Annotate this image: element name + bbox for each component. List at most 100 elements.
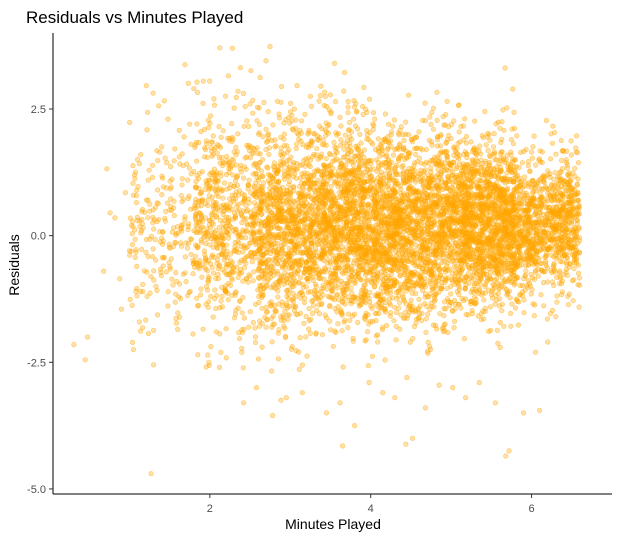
data-point [198, 292, 204, 298]
data-point [152, 236, 158, 243]
data-point [412, 251, 418, 257]
data-point [325, 279, 332, 286]
data-point [156, 216, 162, 223]
data-point [352, 123, 359, 129]
data-point [439, 176, 445, 182]
data-point [300, 249, 306, 255]
data-point [381, 296, 387, 302]
data-point [370, 177, 377, 183]
data-point [393, 164, 399, 170]
data-point [416, 296, 422, 303]
data-point [278, 206, 284, 212]
data-point [390, 152, 397, 158]
data-point [288, 212, 294, 218]
data-point [133, 288, 139, 295]
data-point [379, 262, 385, 268]
data-point [263, 147, 269, 153]
data-point [242, 103, 248, 110]
data-point [165, 289, 171, 295]
data-point [266, 151, 272, 157]
data-point [374, 168, 380, 174]
data-point [387, 266, 393, 272]
data-point [291, 199, 297, 205]
data-point [402, 315, 408, 321]
data-point [345, 110, 351, 116]
data-point [250, 278, 256, 284]
data-point [271, 160, 278, 166]
data-point [327, 92, 334, 98]
data-point [171, 158, 177, 164]
data-point [342, 247, 348, 253]
data-point [394, 295, 400, 302]
data-point [148, 274, 154, 280]
data-point [391, 277, 398, 283]
data-point [338, 142, 344, 148]
data-point [315, 177, 321, 183]
data-point [178, 193, 184, 199]
data-point [221, 180, 228, 186]
data-point [257, 246, 263, 252]
data-point [299, 118, 305, 124]
data-point [258, 267, 264, 274]
data-point [212, 287, 218, 293]
data-point [241, 175, 247, 181]
data-point [231, 315, 237, 321]
data-point [233, 94, 239, 100]
data-point [396, 132, 402, 138]
data-point [205, 117, 211, 123]
data-point [356, 259, 362, 265]
data-point [171, 225, 177, 231]
data-point [301, 180, 307, 186]
data-point [290, 298, 296, 305]
data-point [257, 323, 263, 329]
data-point [233, 162, 239, 168]
data-point [328, 261, 334, 267]
data-point [342, 132, 348, 138]
data-point [191, 206, 197, 212]
data-point [223, 223, 229, 229]
data-point [434, 117, 440, 123]
data-point [297, 127, 303, 133]
data-point [320, 137, 327, 143]
data-point [444, 185, 451, 191]
data-point [278, 236, 285, 242]
data-point [446, 132, 452, 138]
data-point [331, 139, 337, 145]
data-point [299, 200, 305, 206]
data-point [166, 241, 172, 247]
data-point [379, 326, 386, 333]
data-point [437, 273, 444, 279]
data-point [339, 328, 345, 334]
data-point [300, 218, 306, 224]
data-point [313, 330, 319, 336]
data-point [160, 184, 166, 190]
data-point [132, 254, 138, 260]
data-point [165, 303, 171, 309]
data-point [293, 244, 299, 250]
data-point [226, 217, 232, 224]
data-point [140, 289, 146, 295]
data-point [182, 270, 188, 276]
data-point [148, 233, 154, 239]
data-point [420, 265, 426, 271]
data-point [408, 270, 414, 277]
data-point [242, 164, 248, 170]
data-point [278, 218, 284, 224]
data-point [343, 195, 350, 201]
data-point [438, 149, 444, 155]
data-point [344, 267, 350, 274]
data-point [329, 172, 335, 178]
data-point [316, 275, 322, 281]
data-point [132, 236, 138, 242]
data-point [425, 223, 431, 229]
data-point [269, 315, 275, 321]
data-point [157, 149, 163, 155]
data-point [406, 165, 412, 172]
data-point [279, 227, 285, 233]
data-point [129, 231, 135, 237]
data-point [250, 319, 256, 326]
data-point [271, 321, 277, 327]
data-point [235, 233, 241, 240]
data-point [393, 337, 399, 343]
